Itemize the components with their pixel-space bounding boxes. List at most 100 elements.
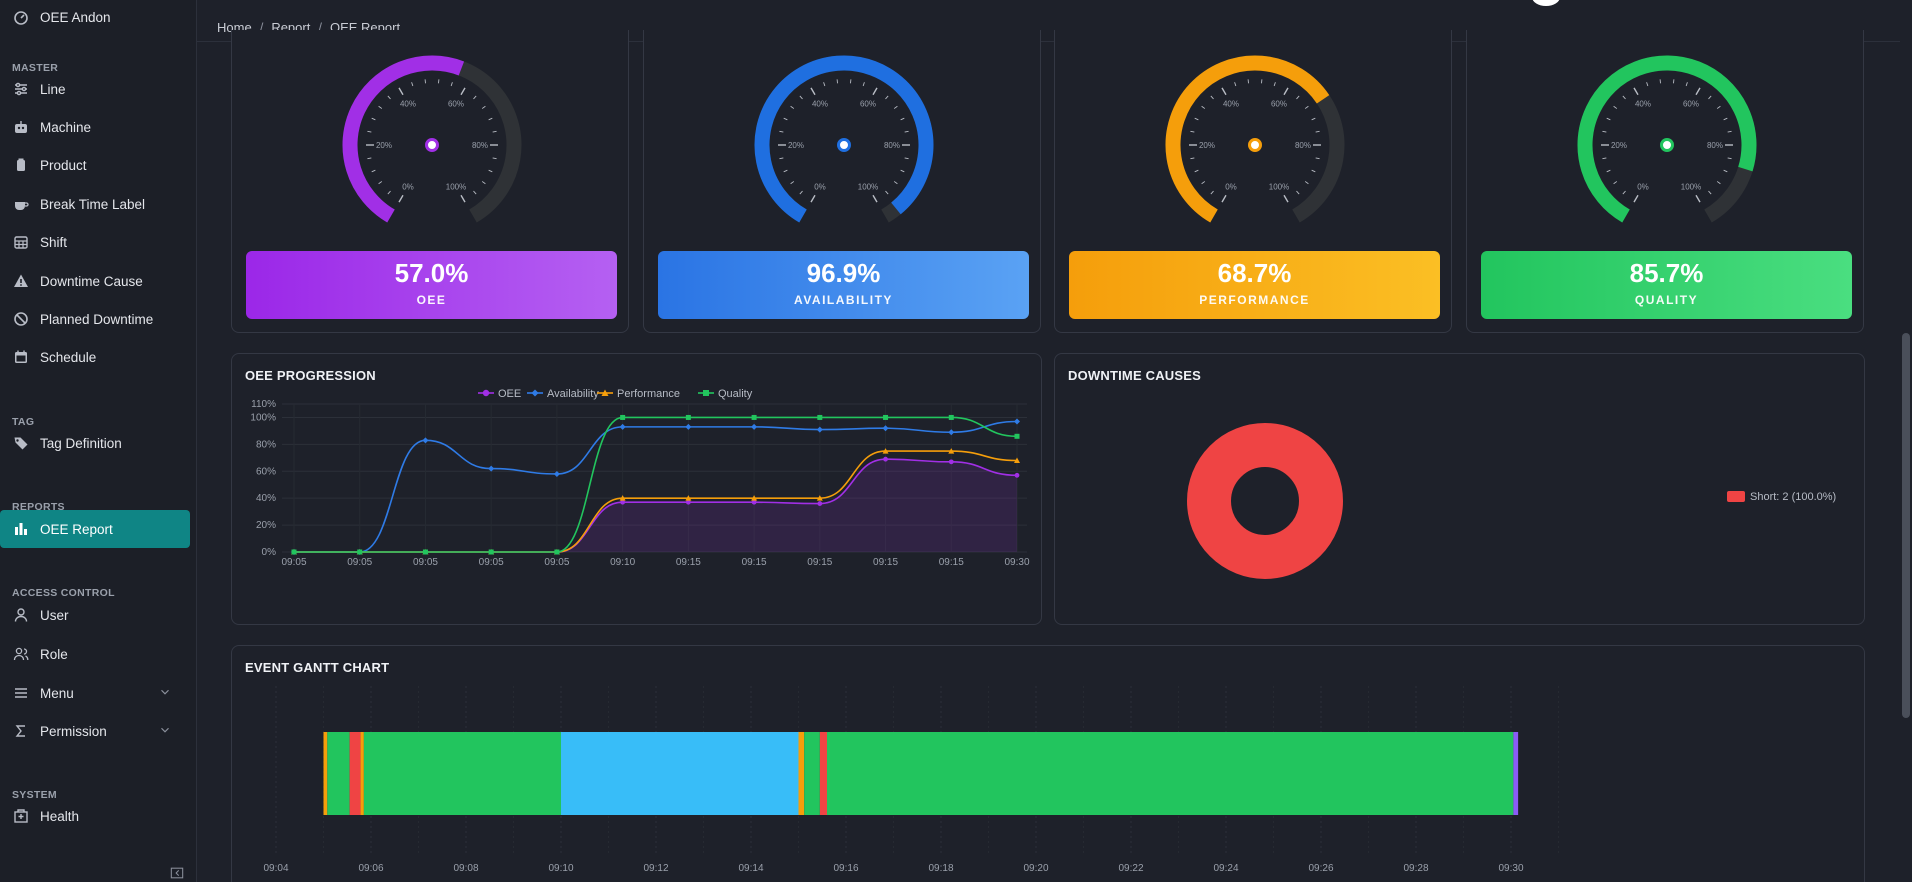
- gauge-tick-label: 20%: [1611, 141, 1627, 150]
- data-point-oee[interactable]: [751, 499, 757, 505]
- sidebar-item-oee-andon[interactable]: OEE Andon: [0, 0, 190, 36]
- gauge-tick: [799, 190, 803, 195]
- gauge-tick: [450, 82, 453, 87]
- event-gantt-chart[interactable]: 09:04 09:06 09:08 09:10 09:12 09:14 09:16 09:18…: [232, 646, 1866, 882]
- gantt-segment[interactable]: [798, 732, 805, 815]
- data-point-oee[interactable]: [817, 501, 823, 506]
- sidebar-item-shift[interactable]: Shift: [0, 223, 190, 261]
- data-point-performance[interactable]: [1014, 457, 1020, 464]
- gantt-segment[interactable]: [349, 732, 361, 815]
- pie-slice[interactable]: [1187, 423, 1343, 579]
- data-point-oee[interactable]: [685, 499, 691, 505]
- gantt-segment[interactable]: [363, 732, 561, 815]
- data-point-availability[interactable]: [422, 437, 429, 444]
- sidebar-item-break-time-label[interactable]: Break Time Label: [0, 185, 190, 223]
- sidebar-item-oee-report[interactable]: OEE Report: [0, 510, 190, 548]
- legend-label[interactable]: Quality: [718, 388, 753, 400]
- sidebar-item-product[interactable]: Product: [0, 146, 190, 184]
- data-point-oee[interactable]: [883, 456, 888, 462]
- data-point-availability[interactable]: [488, 465, 495, 472]
- gauge-icon: [12, 8, 30, 26]
- avatar[interactable]: [1532, 0, 1560, 6]
- x-tick-label: 09:30: [1498, 863, 1523, 874]
- data-point-oee[interactable]: [1014, 472, 1020, 478]
- data-point-quality[interactable]: [488, 549, 494, 555]
- ban-icon: [12, 310, 30, 328]
- breadcrumb-separator: /: [259, 20, 264, 35]
- data-point-availability[interactable]: [685, 423, 692, 430]
- data-point-performance[interactable]: [751, 495, 758, 501]
- sidebar-item-line[interactable]: Line: [0, 70, 190, 108]
- sidebar-item-tag-definition[interactable]: Tag Definition: [0, 424, 190, 462]
- sidebar-item-permission[interactable]: Permission: [0, 712, 190, 750]
- data-point-availability[interactable]: [553, 470, 560, 477]
- data-point-quality[interactable]: [554, 549, 560, 555]
- downtime-causes-chart[interactable]: Short: 2 (100.0%): [1055, 354, 1866, 626]
- data-point-quality[interactable]: [620, 414, 626, 420]
- sidebar-item-health[interactable]: Health: [0, 797, 190, 835]
- data-point-availability[interactable]: [948, 429, 955, 436]
- data-point-performance[interactable]: [619, 495, 626, 501]
- x-tick-label: 09:18: [928, 863, 953, 874]
- x-tick-label: 09:05: [413, 557, 438, 568]
- oee-progression-chart[interactable]: 0% 20% 40% 60% 80% 100% 110% 09:05 09:05 09:05 09:…: [232, 354, 1043, 626]
- gantt-segment[interactable]: [1513, 732, 1519, 815]
- gantt-segment[interactable]: [327, 732, 350, 815]
- page-scrollbar[interactable]: [1900, 0, 1912, 882]
- sidebar-item-role[interactable]: Role: [0, 635, 190, 673]
- data-point-quality[interactable]: [291, 549, 297, 555]
- gantt-segment[interactable]: [804, 732, 820, 815]
- collapse-sidebar-icon[interactable]: [170, 866, 184, 880]
- legend-label[interactable]: Performance: [617, 388, 680, 400]
- data-point-oee[interactable]: [620, 499, 626, 505]
- data-point-quality[interactable]: [948, 414, 954, 420]
- x-tick-label: 09:06: [358, 863, 383, 874]
- gantt-segment[interactable]: [819, 732, 827, 815]
- sidebar-item-menu[interactable]: Menu: [0, 674, 190, 712]
- data-point-quality[interactable]: [751, 414, 757, 420]
- sidebar-item-machine[interactable]: Machine: [0, 108, 190, 146]
- gauge-tick: [1190, 157, 1195, 160]
- gantt-segment[interactable]: [561, 732, 799, 815]
- legend-label[interactable]: OEE: [498, 388, 521, 400]
- data-point-quality[interactable]: [817, 414, 823, 420]
- data-point-quality[interactable]: [883, 414, 889, 420]
- data-point-quality[interactable]: [1014, 433, 1020, 439]
- sidebar-item-downtime-cause[interactable]: Downtime Cause: [0, 262, 190, 300]
- gantt-segment[interactable]: [360, 732, 364, 815]
- data-point-availability[interactable]: [1014, 418, 1020, 425]
- y-tick-label: 40%: [256, 493, 276, 504]
- gantt-segment[interactable]: [827, 732, 1514, 815]
- bar-chart-icon: [12, 520, 30, 538]
- x-tick-label: 09:10: [548, 863, 573, 874]
- data-point-quality[interactable]: [422, 549, 428, 555]
- sidebar-item-label: Permission: [40, 723, 107, 739]
- scrollbar-thumb[interactable]: [1902, 333, 1910, 718]
- gantt-segment[interactable]: [323, 732, 328, 815]
- data-point-availability[interactable]: [751, 423, 758, 430]
- data-point-performance[interactable]: [948, 448, 955, 454]
- kpi-value: 68.7%: [1217, 258, 1292, 288]
- data-point-performance[interactable]: [685, 495, 692, 501]
- legend-label[interactable]: Short: 2 (100.0%): [1750, 491, 1836, 503]
- gauge-tick: [1273, 82, 1276, 87]
- gauge-tick: [367, 130, 372, 133]
- data-point-performance[interactable]: [816, 495, 823, 501]
- gauge-tick: [1304, 105, 1309, 109]
- sidebar-item-user[interactable]: User: [0, 596, 190, 634]
- data-point-quality[interactable]: [357, 549, 363, 555]
- sidebar-item-planned-downtime[interactable]: Planned Downtime: [0, 300, 190, 338]
- gauge-tick: [1283, 87, 1289, 96]
- data-point-performance[interactable]: [882, 448, 889, 454]
- gauge-tick: [1723, 117, 1728, 121]
- sidebar-item-label: Line: [40, 81, 66, 97]
- gauge-tick-label: 0%: [402, 183, 414, 192]
- data-point-quality[interactable]: [685, 414, 691, 420]
- legend-label[interactable]: Availability: [547, 388, 599, 400]
- data-point-availability[interactable]: [882, 425, 889, 432]
- gauge-tick: [885, 95, 889, 100]
- sidebar-item-schedule[interactable]: Schedule: [0, 338, 190, 376]
- data-point-availability[interactable]: [619, 423, 626, 430]
- data-point-oee[interactable]: [948, 459, 954, 465]
- data-point-availability[interactable]: [816, 426, 823, 433]
